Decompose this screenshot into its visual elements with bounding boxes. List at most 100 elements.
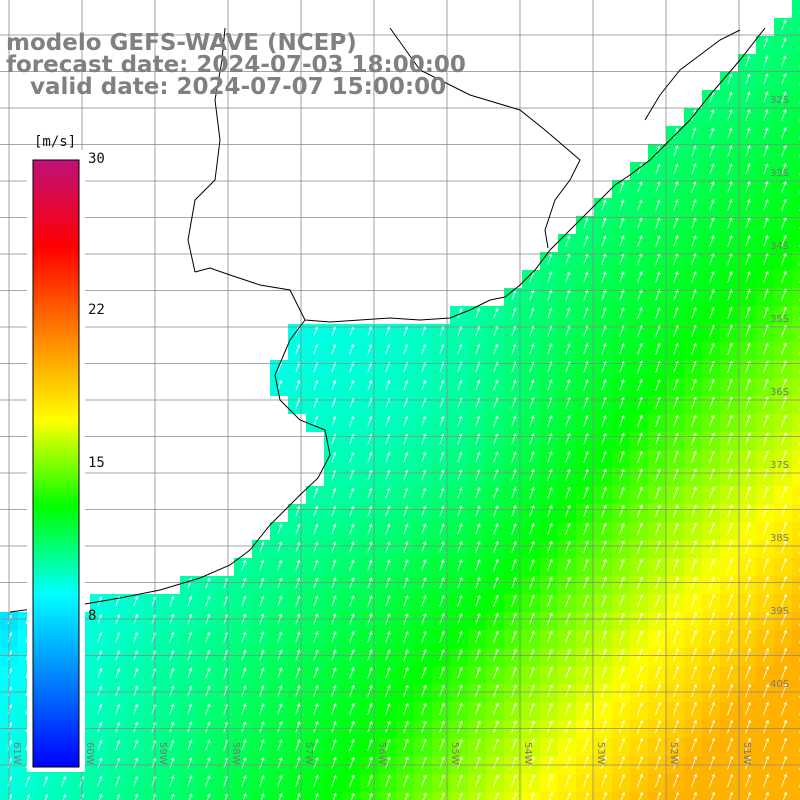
wind-arrow <box>403 451 409 463</box>
wind-arrow <box>169 631 175 643</box>
wind-arrow <box>692 791 697 800</box>
wind-arrow <box>691 719 697 734</box>
wind-arrow <box>691 486 697 500</box>
wind-arrow <box>331 487 337 499</box>
wind-arrow <box>547 450 553 463</box>
wind-arrow <box>691 450 697 464</box>
wind-arrow <box>7 757 13 769</box>
wind-arrow <box>727 432 733 446</box>
wind-arrow <box>457 487 463 499</box>
wind-arrow <box>457 558 463 571</box>
wind-arrow <box>511 486 517 499</box>
wind-arrow <box>529 522 535 535</box>
wind-arrow <box>511 504 517 517</box>
wind-arrow <box>565 432 571 445</box>
wind-arrow <box>241 559 247 571</box>
wind-cell <box>792 792 800 800</box>
wind-arrow <box>728 791 733 800</box>
wind-arrow <box>763 575 769 590</box>
wind-arrow <box>241 739 247 751</box>
wind-arrow <box>763 234 769 247</box>
wind-arrow <box>583 235 589 247</box>
wind-arrow <box>187 685 193 697</box>
wind-arrow <box>403 559 409 571</box>
wind-arrow <box>188 793 193 800</box>
wind-arrow <box>511 576 517 589</box>
wind-arrow <box>205 685 211 697</box>
wind-arrow <box>493 720 499 734</box>
wind-arrow <box>655 181 661 193</box>
wind-arrow <box>710 791 715 800</box>
wind-arrow <box>745 665 751 680</box>
wind-arrow <box>583 737 589 752</box>
wind-arrow <box>583 522 589 535</box>
wind-arrow <box>691 647 697 662</box>
wind-arrow <box>781 593 787 608</box>
wind-arrow <box>601 199 607 211</box>
wind-arrow <box>349 595 355 607</box>
lon-label: 55W <box>449 742 460 765</box>
wind-arrow <box>565 450 571 463</box>
wind-arrow <box>115 631 121 643</box>
wind-arrow <box>673 665 679 680</box>
wind-arrow <box>421 756 427 770</box>
wind-arrow <box>727 306 733 319</box>
wind-arrow <box>691 522 697 536</box>
wind-arrow <box>277 541 283 553</box>
wind-arrow <box>116 793 121 800</box>
wind-arrow <box>745 468 751 482</box>
wind-arrow <box>673 270 679 283</box>
wind-arrow <box>457 379 463 391</box>
wind-arrow <box>673 163 679 175</box>
wind-arrow <box>727 234 733 247</box>
wind-arrow <box>745 145 751 157</box>
wind-arrow <box>781 127 787 139</box>
wind-arrow <box>475 415 481 427</box>
wind-arrow <box>637 701 643 716</box>
wind-arrow <box>421 738 427 751</box>
wind-arrow <box>260 792 265 800</box>
lon-label: 53W <box>595 742 606 765</box>
wind-arrow <box>565 630 571 644</box>
wind-cell <box>594 792 612 800</box>
wind-arrow <box>709 378 715 391</box>
wind-arrow <box>691 665 697 680</box>
wind-arrow <box>385 451 391 463</box>
wind-arrow <box>7 721 13 733</box>
wind-arrow <box>313 738 319 751</box>
wind-cell <box>792 144 800 162</box>
wind-cell <box>18 792 36 800</box>
wind-arrow <box>493 702 499 716</box>
wind-arrow <box>583 666 589 680</box>
wind-arrow <box>565 540 571 553</box>
wind-arrow <box>8 793 13 800</box>
wind-arrow <box>601 468 607 481</box>
wind-arrow <box>511 379 517 391</box>
wind-arrow <box>331 684 337 697</box>
wind-arrow <box>115 703 121 715</box>
wind-arrow <box>169 739 175 751</box>
wind-cell <box>792 486 800 504</box>
wind-arrow <box>673 378 679 391</box>
wind-arrow <box>349 505 355 517</box>
wind-arrow <box>313 343 319 355</box>
colorbar-unit: [m/s] <box>34 134 77 150</box>
wind-arrow <box>439 379 445 391</box>
wind-cell <box>684 792 702 800</box>
wind-arrow <box>655 630 661 644</box>
wind-arrow <box>493 576 499 589</box>
wind-arrow <box>601 719 607 734</box>
wind-arrow <box>421 594 427 607</box>
wind-arrow <box>475 505 481 517</box>
wind-arrow <box>673 145 679 157</box>
wind-arrow <box>457 756 463 770</box>
wind-arrow <box>709 270 715 283</box>
wind-arrow <box>583 755 589 770</box>
wind-arrow <box>439 487 445 499</box>
wind-arrow <box>601 594 607 608</box>
wind-arrow <box>97 631 103 643</box>
wind-cell <box>792 342 800 360</box>
wind-arrow <box>727 181 733 193</box>
wind-arrow <box>404 792 409 800</box>
colorbar-tick: 30 <box>88 151 105 167</box>
